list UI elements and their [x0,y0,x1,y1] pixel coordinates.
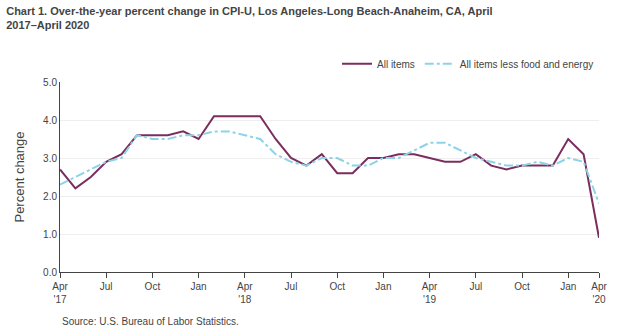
svg-text:Jan: Jan [560,281,576,292]
svg-text:Source: U.S. Bureau of Labor S: Source: U.S. Bureau of Labor Statistics. [62,316,239,327]
svg-text:5.0: 5.0 [43,77,57,88]
svg-text:Jul: Jul [285,281,298,292]
svg-text:3.0: 3.0 [43,153,57,164]
svg-text:Apr'17: Apr'17 [52,281,68,305]
svg-text:0.0: 0.0 [43,267,57,278]
svg-text:Jan: Jan [191,281,207,292]
svg-text:Oct: Oct [145,281,161,292]
svg-text:Jan: Jan [375,281,391,292]
svg-text:Apr'20: Apr'20 [591,281,607,305]
svg-text:Jul: Jul [469,281,482,292]
svg-text:1.0: 1.0 [43,229,57,240]
svg-text:Apr'19: Apr'19 [422,281,438,305]
svg-text:2.0: 2.0 [43,191,57,202]
svg-text:4.0: 4.0 [43,115,57,126]
svg-text:Oct: Oct [514,281,530,292]
svg-text:Chart 1. Over-the-year percent: Chart 1. Over-the-year percent change in… [6,5,492,31]
svg-text:Oct: Oct [329,281,345,292]
svg-text:Apr'18: Apr'18 [237,281,253,305]
svg-text:All items less food and energy: All items less food and energy [460,59,593,70]
svg-text:Jul: Jul [100,281,113,292]
svg-text:Percent change: Percent change [12,131,27,222]
svg-text:All items: All items [377,59,415,70]
